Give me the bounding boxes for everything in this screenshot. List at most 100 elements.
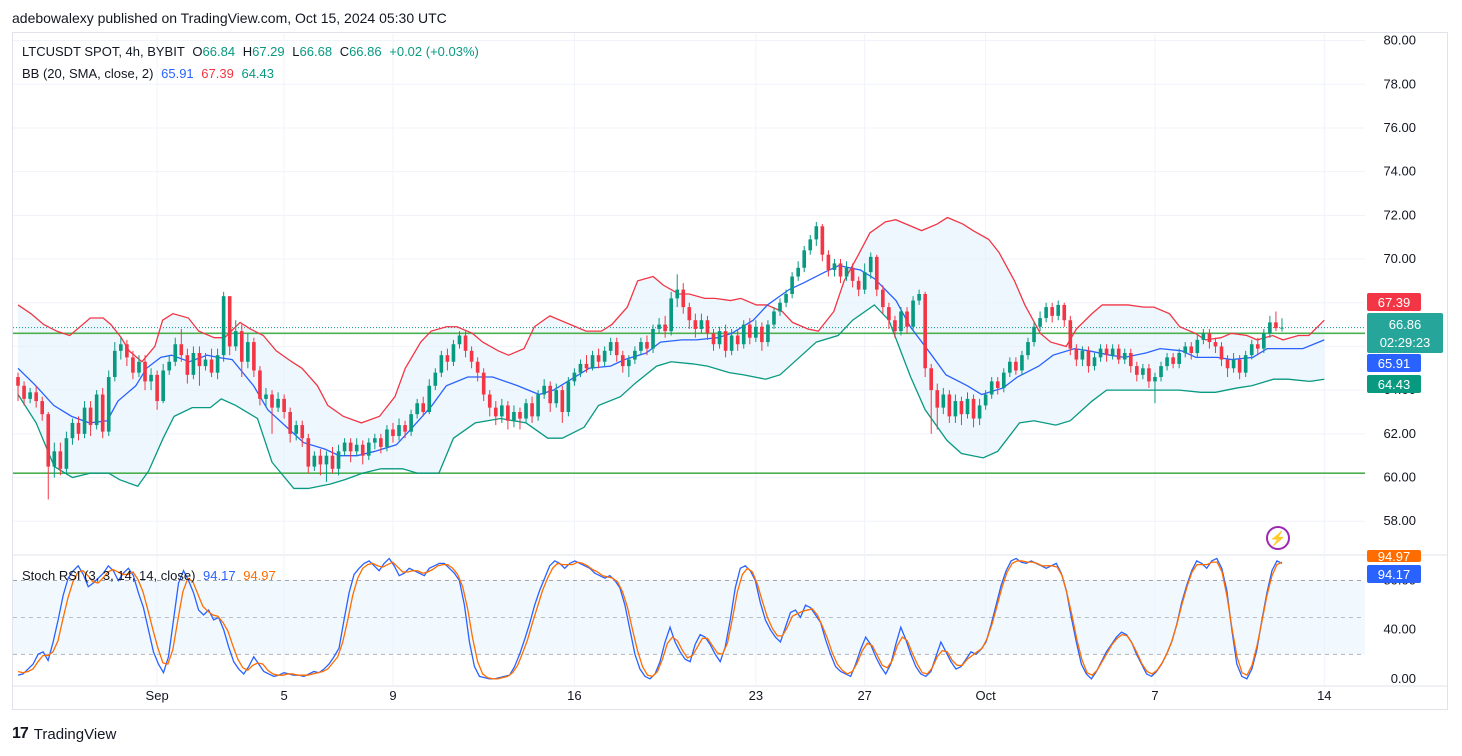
candle-body: [221, 296, 226, 356]
candle-body: [772, 311, 776, 325]
bb-upper-value: 67.39: [201, 66, 234, 81]
price-tick-label: 78.00: [1383, 76, 1416, 91]
time-tick-label: 7: [1151, 688, 1158, 703]
last-price-badge: 66.86 02:29:23: [1367, 313, 1443, 353]
candle-body: [100, 394, 105, 432]
ohlc-low: L66.68: [292, 44, 333, 59]
footer-brand[interactable]: 17 TradingView: [12, 725, 116, 743]
candle-body: [754, 326, 758, 338]
price-tick-label: 80.00: [1383, 33, 1416, 48]
candle-body: [651, 328, 655, 349]
candle-body: [40, 401, 45, 415]
lower-band-badge-bg: [1367, 375, 1421, 393]
candle-body: [596, 355, 601, 362]
candle-body: [1255, 344, 1260, 349]
candle-body: [1243, 355, 1248, 373]
tradingview-logo-icon: 17: [12, 725, 29, 742]
candle-body: [1056, 304, 1061, 316]
candle-body: [1135, 366, 1139, 375]
candle-body: [215, 355, 220, 373]
candle-body: [578, 363, 583, 373]
candle-body: [881, 289, 885, 308]
candle-body: [826, 254, 831, 270]
candle-body: [560, 390, 565, 412]
candle-body: [239, 331, 244, 362]
price-tick-label: 76.00: [1383, 120, 1416, 135]
candle-body: [252, 342, 256, 371]
symbol-label[interactable]: LTCUSDT SPOT, 4h, BYBIT: [22, 44, 185, 59]
candle-body: [451, 344, 456, 362]
candle-body: [796, 267, 800, 277]
candle-body: [276, 398, 280, 408]
candle-body: [500, 405, 504, 417]
candle-body: [354, 444, 359, 452]
stoch-label[interactable]: Stoch RSI (3, 3, 14, 14, close): [22, 568, 196, 583]
candle-body: [590, 355, 595, 369]
main-legend: LTCUSDT SPOT, 4h, BYBIT O66.84 H67.29 L6…: [22, 44, 483, 59]
candle-body: [379, 438, 383, 447]
candle-body: [94, 394, 99, 426]
chart-frame: [12, 32, 1448, 710]
basis-badge-text: 65.91: [1378, 356, 1411, 371]
candle-body: [1262, 333, 1266, 349]
candle-body: [112, 350, 117, 378]
candle-body: [1122, 352, 1127, 360]
candle-body: [602, 350, 607, 362]
candle-body: [445, 355, 450, 362]
candle-body: [935, 390, 940, 408]
candle-body: [1171, 357, 1175, 364]
candle-body: [693, 320, 698, 329]
candle-body: [203, 359, 208, 367]
candle-body: [179, 344, 184, 356]
candle-body: [397, 425, 401, 437]
stoch-d-line: [17, 560, 1283, 680]
ohlc-close: C66.86: [339, 44, 382, 59]
candle-body: [1008, 361, 1012, 373]
candle-body: [741, 324, 746, 345]
candle-body: [1068, 320, 1073, 349]
stoch-d-badge-text: 94.97: [1378, 549, 1411, 564]
candle-body: [1189, 346, 1194, 353]
candle-body: [88, 407, 93, 426]
candle-body: [288, 411, 292, 434]
candle-body: [294, 425, 299, 434]
price-tick-label: 62.00: [1383, 426, 1416, 441]
candle-body: [608, 342, 613, 351]
stoch-d-badge: 94.97: [1367, 549, 1421, 564]
candle-body: [391, 429, 395, 437]
candle-body: [1147, 368, 1151, 382]
candle-body: [149, 374, 153, 382]
candle-body: [923, 294, 927, 369]
candle-body: [106, 377, 111, 432]
candle-body: [481, 372, 486, 395]
lower-band-badge-text: 64.43: [1378, 377, 1411, 392]
candle-body: [729, 335, 734, 351]
candle-body: [977, 405, 982, 419]
lightning-icon[interactable]: ⚡: [1266, 526, 1290, 550]
candle-body: [1274, 322, 1278, 329]
candle-body: [155, 374, 159, 402]
time-tick-label: Sep: [146, 688, 169, 703]
candle-body: [463, 335, 468, 351]
candle-body: [1092, 357, 1097, 367]
candle-body: [1280, 327, 1284, 329]
candle-body: [1050, 307, 1054, 316]
ohlc-open: O66.84: [192, 44, 236, 59]
candle-body: [657, 324, 661, 329]
candle-body: [760, 326, 764, 343]
bb-label[interactable]: BB (20, SMA, close, 2): [22, 66, 154, 81]
last-price-badge-bg: [1367, 313, 1443, 353]
candle-body: [1080, 350, 1085, 360]
candle-body: [487, 394, 492, 408]
candle-body: [663, 324, 667, 332]
stoch-tick-label: 0.00: [1391, 671, 1416, 686]
candle-body: [1177, 352, 1181, 364]
candle-body: [373, 438, 377, 443]
bb-legend: BB (20, SMA, close, 2) 65.91 67.39 64.43: [22, 66, 278, 81]
candle-body: [530, 403, 534, 417]
candle-body: [197, 352, 202, 367]
candle-body: [832, 263, 837, 270]
candle-body: [209, 359, 214, 373]
candle-body: [524, 403, 528, 419]
